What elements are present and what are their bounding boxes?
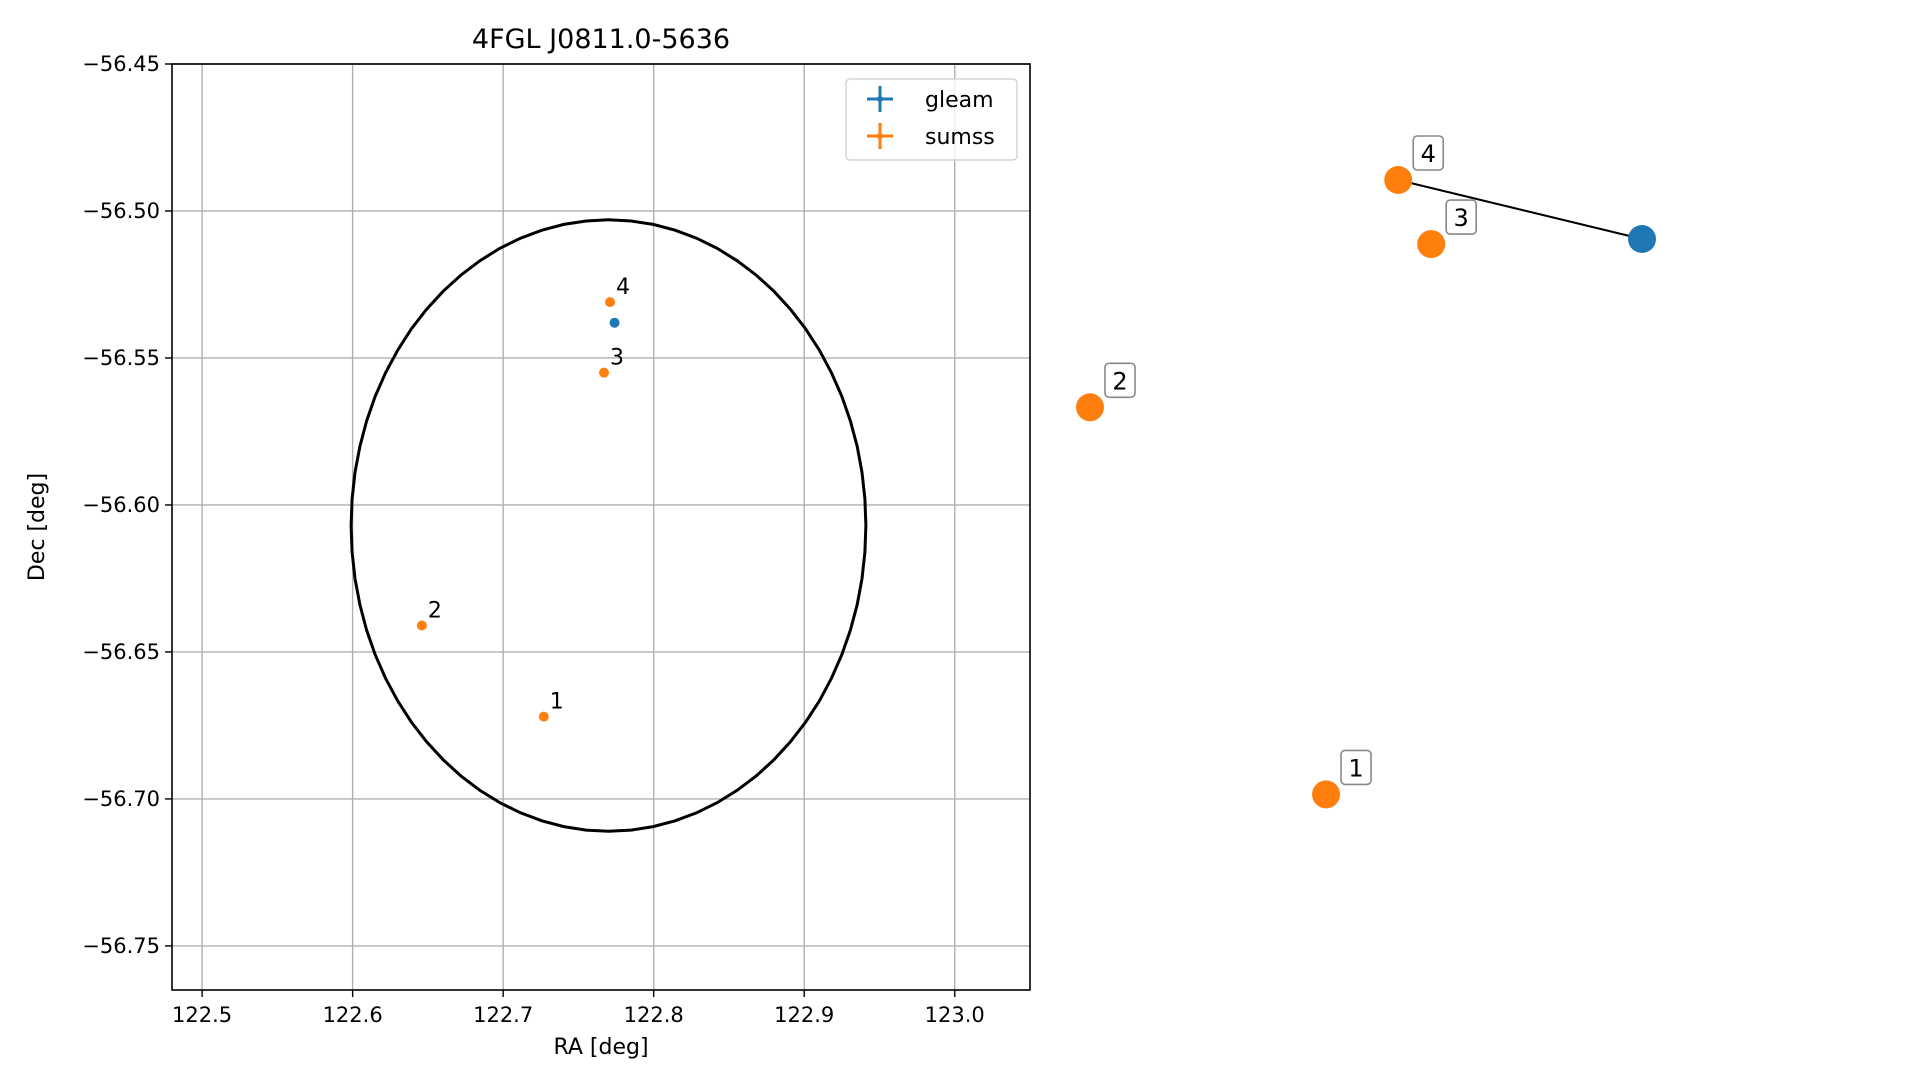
y-tick-label: −56.50 — [82, 199, 160, 223]
legend-entry-sumss: sumss — [867, 123, 995, 150]
x-tick-label: 122.5 — [172, 1003, 232, 1027]
node-sumss — [1076, 393, 1104, 422]
y-tick-label: −56.55 — [82, 346, 160, 370]
y-tick-label: −56.65 — [82, 640, 160, 664]
point-sumss — [538, 711, 549, 722]
node-label-box — [1340, 749, 1372, 786]
x-tick-label: 123.0 — [925, 1003, 985, 1027]
node-sumss — [1417, 230, 1446, 259]
association-graph-panel: 1 2 3 4 — [1076, 135, 1656, 809]
y-tick-label: −56.60 — [82, 493, 160, 517]
node-sumss — [1384, 166, 1413, 194]
legend-label-gleam: gleam — [925, 88, 994, 113]
y-tick-label: −56.70 — [82, 787, 160, 811]
node-label-box — [1445, 199, 1477, 235]
point-label: 1 — [550, 690, 564, 715]
x-tick-label: 122.6 — [323, 1003, 383, 1027]
point-label: 4 — [616, 275, 630, 300]
node-label-box — [1412, 135, 1445, 171]
point-sumss — [416, 620, 427, 631]
x-axis-label: RA [deg] — [553, 1035, 648, 1060]
legend-marker-sumss-dot — [877, 133, 883, 139]
chart-title: 4FGL J0811.0-5636 — [472, 24, 730, 55]
point-sumss — [605, 297, 616, 308]
node-label-box — [1104, 362, 1136, 399]
y-axis-label: Dec [deg] — [25, 473, 50, 581]
point-gleam — [609, 317, 620, 328]
point-label: 2 — [428, 598, 442, 623]
y-tick-label: −56.75 — [82, 934, 160, 958]
x-tick-label: 122.8 — [624, 1003, 684, 1027]
x-tick-label: 122.9 — [774, 1003, 834, 1027]
node-label: 3 — [1454, 204, 1469, 232]
y-tick-label: −56.45 — [82, 52, 160, 76]
point-label: 3 — [610, 346, 624, 371]
node-label: 1 — [1348, 754, 1363, 782]
node-sumss — [1312, 780, 1341, 809]
error-ellipse — [349, 218, 868, 833]
legend-label-sumss: sumss — [925, 125, 995, 150]
plot-frame — [171, 63, 1031, 991]
association-link — [1398, 179, 1643, 240]
node-label: 2 — [1112, 367, 1127, 395]
error-ellipse-layer — [349, 218, 868, 833]
data-points: 1 2 3 4 — [416, 275, 630, 722]
association-links — [1398, 179, 1643, 240]
source-nodes: 1 2 3 4 — [1076, 135, 1656, 809]
node-label: 4 — [1421, 140, 1436, 168]
point-sumss — [599, 367, 610, 378]
legend-entry-gleam: gleam — [867, 86, 994, 113]
x-tick-label: 122.7 — [473, 1003, 533, 1027]
legend-marker-gleam-dot — [877, 96, 883, 102]
legend: gleam sumss — [845, 78, 1018, 161]
node-gleam — [1628, 225, 1656, 253]
axis-ticks: 122.5 122.6 122.7 122.8 122.9 123.0 −56.45 −56.… — [82, 52, 985, 1027]
